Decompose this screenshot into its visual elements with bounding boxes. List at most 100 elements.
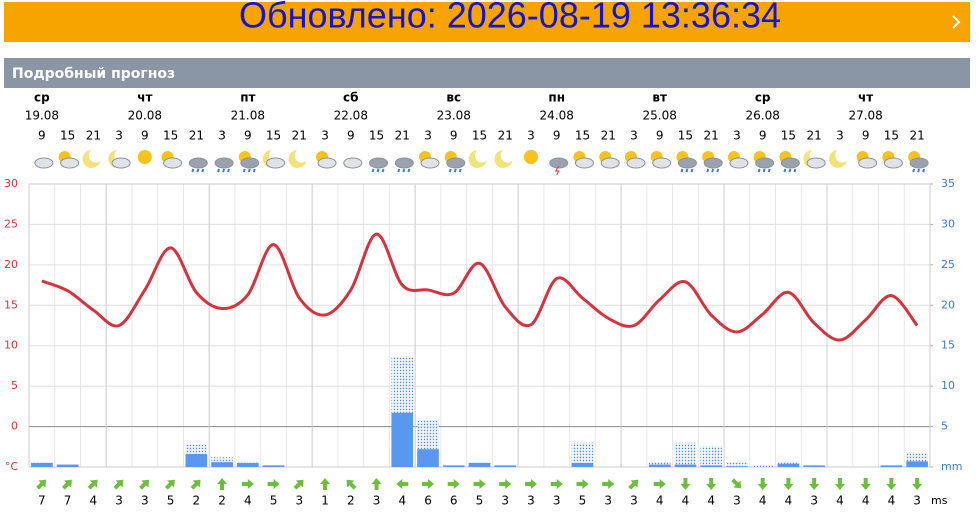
hour-label: 15 <box>472 129 487 143</box>
wind-speed: 4 <box>244 494 252 508</box>
section-title: Подробный прогноз <box>12 66 175 82</box>
weather-icon <box>108 150 131 169</box>
arrow <box>473 479 486 489</box>
banner[interactable] <box>4 2 970 42</box>
day-name: чт <box>858 91 873 105</box>
hour-label: 3 <box>424 129 432 143</box>
wind-speed: 6 <box>424 494 432 508</box>
drop <box>242 168 246 173</box>
cloud <box>34 157 54 169</box>
wind-arrow <box>61 479 72 490</box>
wind-speed: 7 <box>38 494 46 508</box>
hour-label: 15 <box>884 129 899 143</box>
arrow <box>61 479 72 490</box>
wind-speed: 6 <box>450 494 458 508</box>
drop <box>793 168 797 173</box>
drop <box>716 168 720 173</box>
hour-label: 9 <box>347 129 355 143</box>
cloud <box>214 157 234 169</box>
weather-icon <box>468 150 487 168</box>
precip-bar <box>726 466 748 467</box>
day-date: 25.08 <box>643 109 677 123</box>
weather-icon <box>676 151 697 173</box>
day-name: сб <box>343 91 359 105</box>
y2-tick-label: 5 <box>941 420 948 433</box>
wind-speed: 3 <box>115 494 123 508</box>
weather-icon <box>161 151 183 169</box>
cloud <box>703 157 723 169</box>
arrow <box>706 478 717 490</box>
hour-label: 3 <box>218 129 226 143</box>
wind-arrow <box>241 479 254 489</box>
weather-icon <box>288 150 307 168</box>
wind-arrow <box>499 479 512 489</box>
weather-icon <box>369 157 389 173</box>
precip-max-bar <box>674 442 697 467</box>
hour-label: 9 <box>656 129 664 143</box>
hour-label: 15 <box>369 129 384 143</box>
wind-arrow <box>190 479 201 490</box>
cloud <box>188 157 208 169</box>
drop <box>376 168 380 173</box>
cloud <box>883 157 903 169</box>
arrow <box>628 479 639 490</box>
wind-speed: 4 <box>836 494 844 508</box>
arrow <box>731 478 742 489</box>
wind-arrow <box>164 479 175 490</box>
y-tick-label: 0 <box>11 420 18 433</box>
cloud <box>240 157 260 169</box>
wind-speed: 5 <box>579 494 587 508</box>
wind-speed: 3 <box>501 494 509 508</box>
hour-label: 21 <box>189 129 204 143</box>
wind-arrow <box>139 479 150 490</box>
day-date: 19.08 <box>25 109 59 123</box>
weather-icon <box>803 150 826 169</box>
wind-arrow <box>912 478 923 490</box>
moon <box>468 150 487 168</box>
arrow <box>36 479 47 490</box>
precip-bar <box>494 465 517 467</box>
hour-label: 21 <box>909 129 924 143</box>
drop <box>767 168 771 173</box>
arrow <box>190 479 201 490</box>
cloud <box>600 157 620 169</box>
precip-bar <box>185 454 208 467</box>
hour-label: 3 <box>733 129 741 143</box>
drop <box>912 168 916 173</box>
y2-tick-label: 20 <box>941 298 955 311</box>
hour-label: 15 <box>575 129 590 143</box>
wind-arrow <box>757 478 768 490</box>
drop <box>407 168 411 173</box>
arrow <box>241 479 254 489</box>
precip-bar <box>571 462 594 467</box>
wind-speed: 3 <box>913 494 921 508</box>
hour-label: 21 <box>292 129 307 143</box>
wind-arrow <box>447 479 460 489</box>
weather-icon <box>549 157 569 176</box>
drop <box>196 168 200 173</box>
banner-arrow[interactable] <box>952 15 961 29</box>
arrow <box>499 479 512 489</box>
wind-arrow <box>602 479 615 489</box>
precip-max-bar <box>700 445 722 467</box>
wind-arrow <box>706 478 717 490</box>
drop <box>690 168 694 173</box>
arrow <box>524 479 537 489</box>
drop <box>222 168 226 173</box>
cloud <box>60 157 80 169</box>
drop <box>252 168 256 173</box>
wind-speed: 5 <box>270 494 278 508</box>
weather-icon <box>188 157 208 173</box>
hour-label: 3 <box>321 129 329 143</box>
sun <box>523 150 538 164</box>
cloud <box>729 157 749 169</box>
arrow <box>139 479 150 490</box>
drop <box>917 168 921 173</box>
precip-bar <box>648 464 671 467</box>
drop <box>788 168 792 173</box>
wind-arrow <box>371 478 382 490</box>
wind-speed: 4 <box>707 494 715 508</box>
hour-label: 9 <box>759 129 767 143</box>
cloud <box>111 157 131 169</box>
